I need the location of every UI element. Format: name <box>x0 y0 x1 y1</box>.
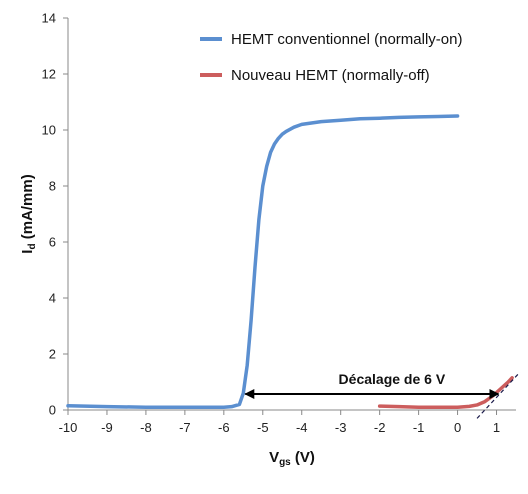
x-tick-label: -8 <box>140 420 152 435</box>
shift-annotation: Décalage de 6 V <box>339 371 446 387</box>
y-tick-label: 12 <box>42 67 56 82</box>
y-tick-label: 0 <box>49 403 56 418</box>
series-line-conventional <box>66 114 460 409</box>
x-tick-label: -2 <box>374 420 386 435</box>
x-axis-label: Vgs (V) <box>269 449 315 468</box>
x-tick-label: -1 <box>413 420 425 435</box>
y-tick-label: 10 <box>42 123 56 138</box>
y-axis-label: Id (mA/mm) <box>19 174 38 253</box>
legend-label-normally-off: Nouveau HEMT (normally-off) <box>231 67 430 84</box>
x-tick-label: -4 <box>296 420 308 435</box>
x-tick-label: -10 <box>59 420 78 435</box>
y-tick-label: 14 <box>42 11 56 26</box>
x-tick-label: -7 <box>179 420 191 435</box>
legend-label-conventional: HEMT conventionnel (normally-on) <box>231 31 462 48</box>
legend: HEMT conventionnel (normally-on) Nouveau… <box>200 31 462 84</box>
series-layer <box>66 114 514 409</box>
x-tick-label: -6 <box>218 420 230 435</box>
y-tick-label: 2 <box>49 347 56 362</box>
series-line-normally-off <box>377 376 514 409</box>
y-tick-label: 8 <box>49 179 56 194</box>
x-tick-label: 1 <box>493 420 500 435</box>
x-tick-label: 0 <box>454 420 461 435</box>
y-tick-label: 6 <box>49 235 56 250</box>
threshold-tangent-line <box>476 371 521 419</box>
x-tick-label: -9 <box>101 420 113 435</box>
x-tick-label: -5 <box>257 420 269 435</box>
x-tick-label: -3 <box>335 420 347 435</box>
y-tick-label: 4 <box>49 291 56 306</box>
